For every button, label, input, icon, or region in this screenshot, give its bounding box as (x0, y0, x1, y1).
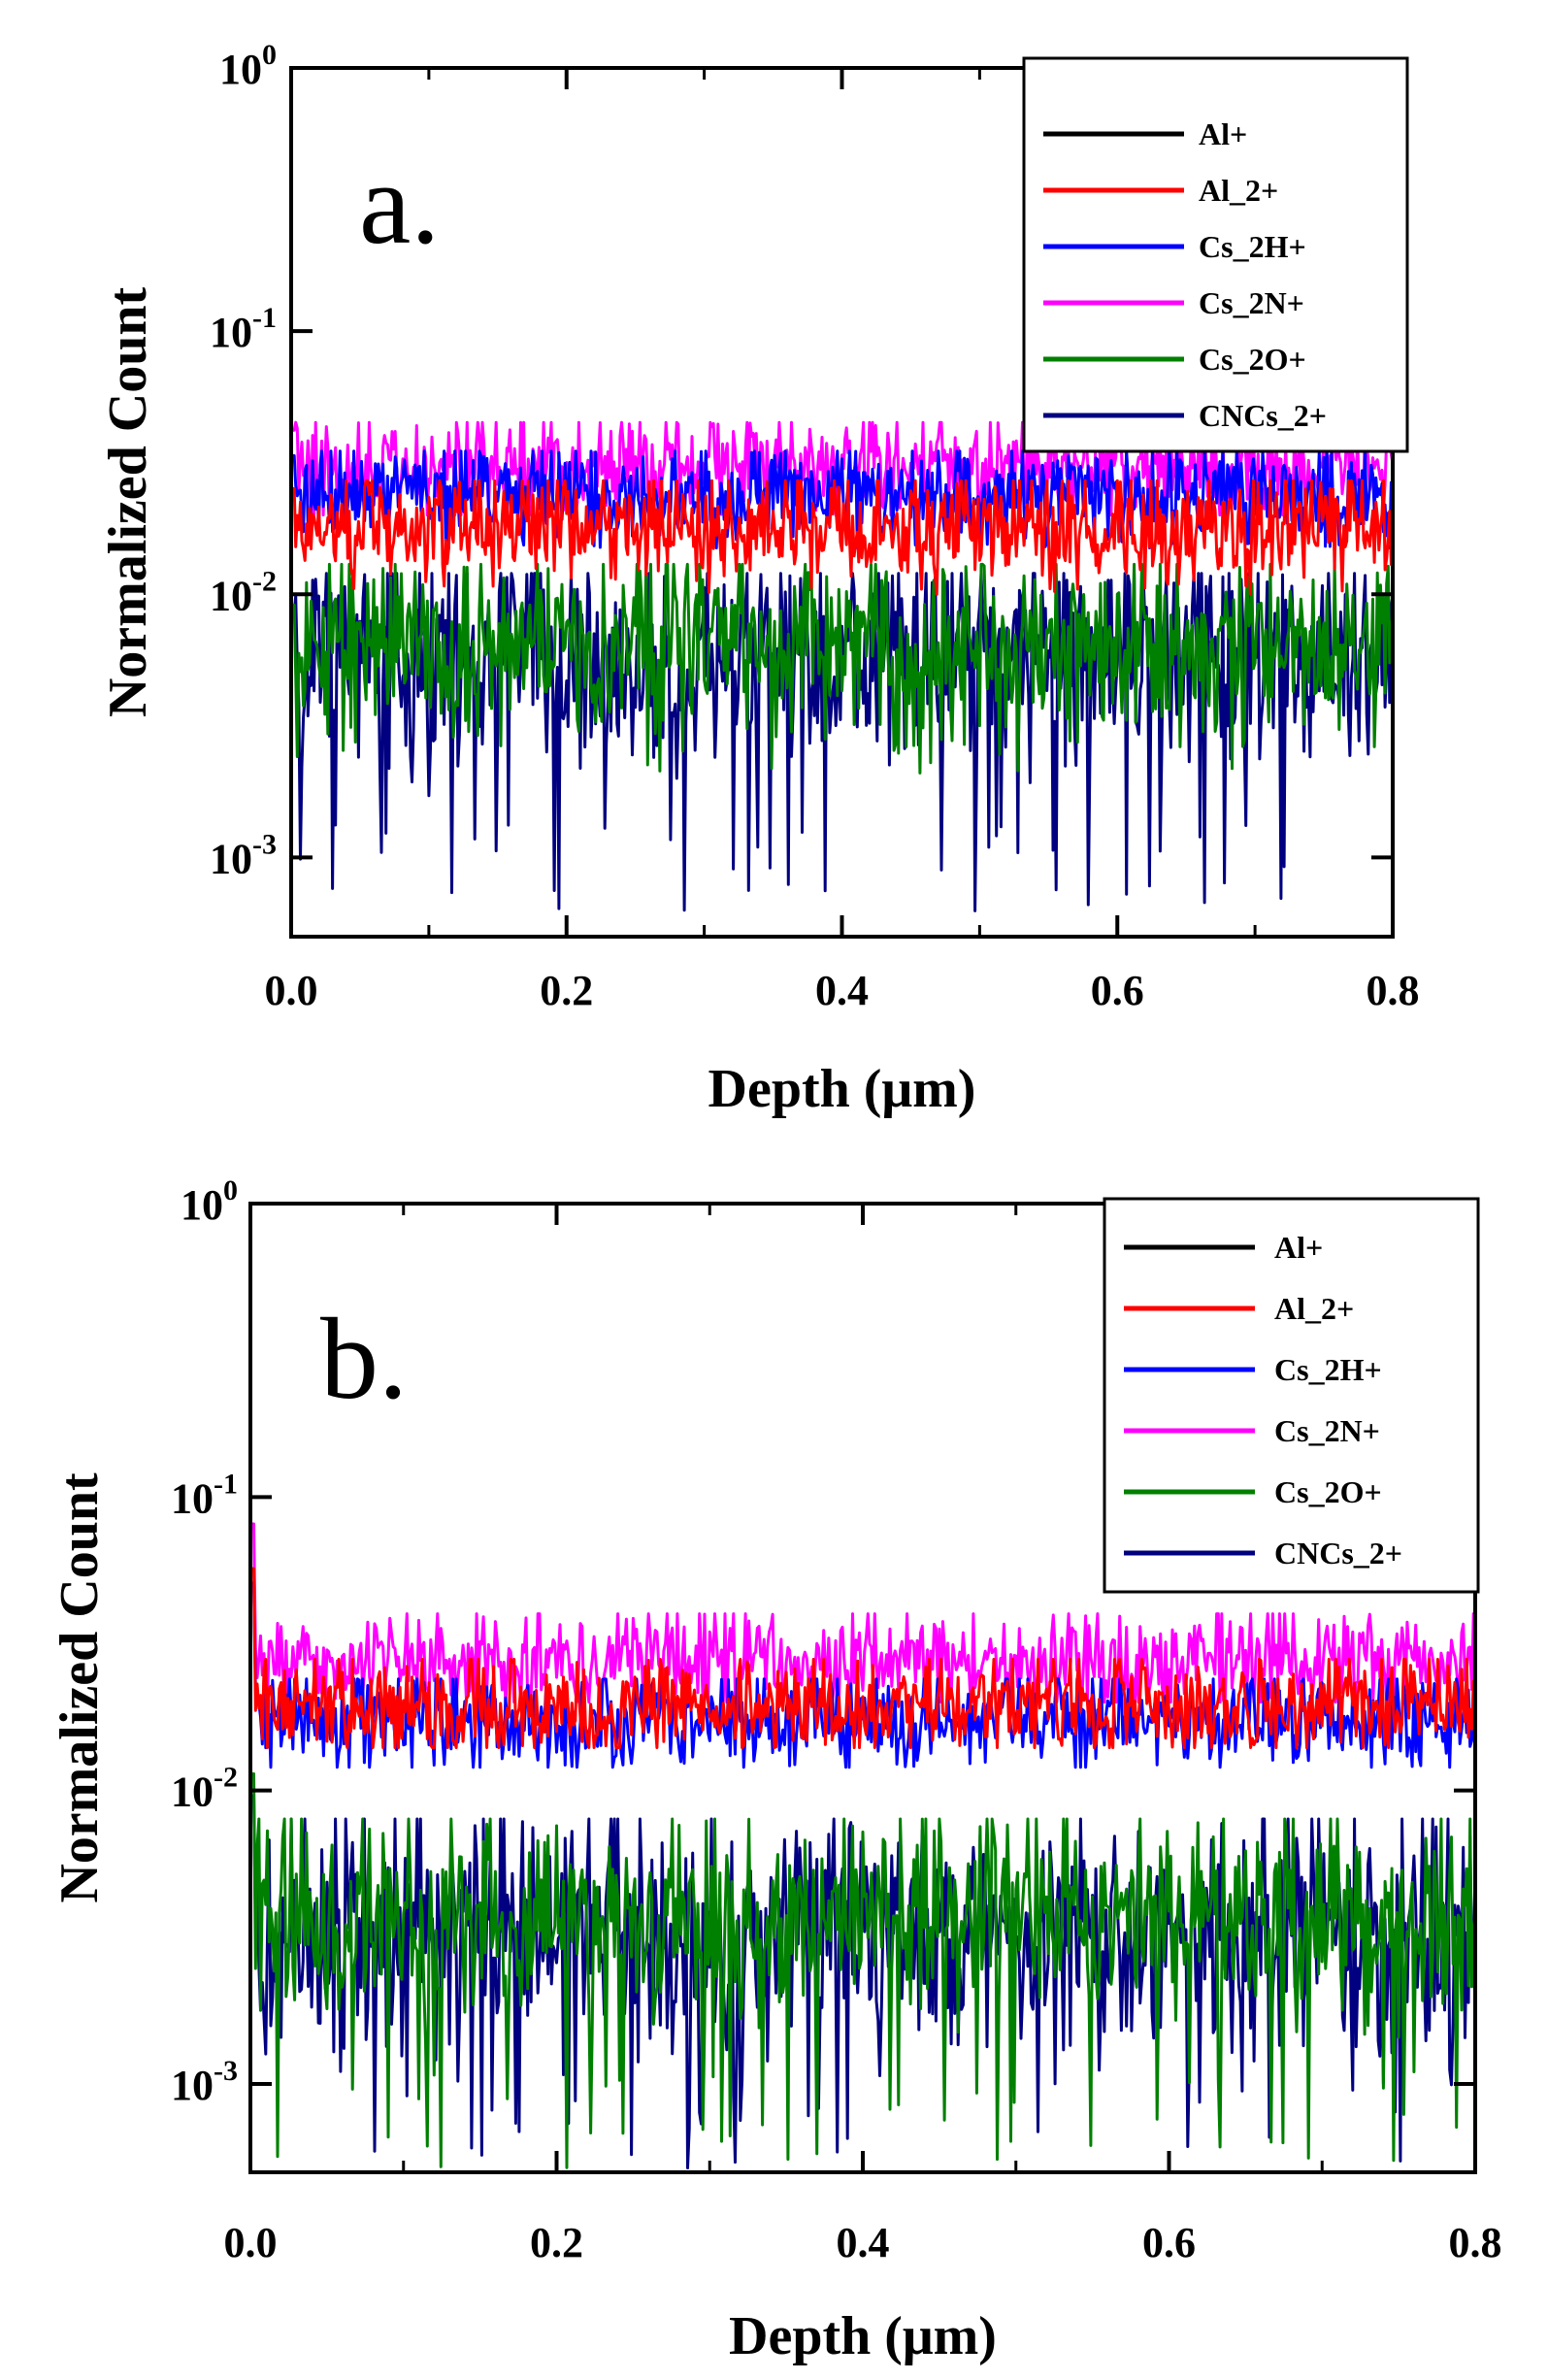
panel-label: a. (359, 139, 440, 268)
legend-label: Cs_2O+ (1199, 342, 1306, 377)
legend-label: CNCs_2+ (1199, 398, 1327, 433)
legend-label: Al+ (1199, 116, 1247, 151)
x-tick-label: 0.0 (224, 2219, 278, 2266)
x-tick-label: 0.4 (837, 2219, 890, 2266)
y-tick-label: 10-2 (210, 565, 277, 619)
y-tick-label: 100 (219, 39, 277, 93)
y-axis-title: Normalized Count (49, 1472, 110, 1903)
legend: Al+ Al_2+ Cs_2H+ Cs_2N+ Cs_2O+ CNCs_2+ (1103, 1197, 1480, 1594)
plot-area (291, 68, 1393, 912)
x-axis-title: Depth (μm) (708, 1059, 976, 1119)
legend-label: Cs_2N+ (1274, 1413, 1380, 1448)
legend-box (1022, 56, 1409, 453)
series-line-al-2- (250, 1567, 1475, 1749)
series-line-cs-2o- (250, 1772, 1475, 2169)
x-tick-label: 0.6 (1091, 967, 1144, 1014)
legend-label: Cs_2H+ (1199, 229, 1306, 264)
y-tick-label: 10-3 (210, 828, 277, 882)
legend-label: Al_2+ (1199, 173, 1278, 208)
x-tick-label: 0.4 (815, 967, 869, 1014)
x-axis-title: Depth (μm) (729, 2306, 997, 2366)
x-tick-label: 0.8 (1367, 967, 1420, 1014)
legend: Al+ Al_2+ Cs_2H+ Cs_2N+ Cs_2O+ CNCs_2+ (1022, 56, 1409, 453)
panel-label: b. (320, 1294, 408, 1423)
series-line-al-2- (291, 479, 1393, 596)
legend-label: CNCs_2+ (1274, 1536, 1402, 1570)
legend-label: Cs_2O+ (1274, 1474, 1382, 1509)
chart-panel-a: 0.0 0.2 0.4 0.6 0.8 10-3 10-2 10-1 100 Depth (μm)… (98, 39, 1420, 1119)
y-tick-label: 10-1 (210, 302, 277, 356)
legend-label: Cs_2N+ (1199, 285, 1304, 320)
y-axis-title: Normalized Count (98, 287, 158, 718)
legend-label: Al_2+ (1274, 1291, 1354, 1326)
x-tick-label: 0.2 (540, 967, 593, 1014)
y-tick-label: 10-3 (171, 2055, 238, 2109)
chart-panel-b: 0.0 0.2 0.4 0.6 0.8 10-3 10-2 10-1 100 Depth (μm)… (49, 1174, 1502, 2366)
x-tick-label: 0.0 (265, 967, 318, 1014)
series-line-cs-2o- (291, 562, 1393, 775)
series-line-cncs-2- (291, 572, 1393, 912)
y-tick-label: 100 (181, 1174, 238, 1229)
y-tick-label: 10-2 (171, 1762, 238, 1816)
plot-area (250, 1204, 1475, 2169)
legend-label: Al+ (1274, 1230, 1323, 1265)
x-tick-label: 0.2 (530, 2219, 583, 2266)
x-tick-label: 0.6 (1142, 2219, 1196, 2266)
legend-box (1103, 1197, 1480, 1594)
y-tick-label: 10-1 (171, 1468, 238, 1522)
legend-label: Cs_2H+ (1274, 1352, 1382, 1387)
x-tick-label: 0.8 (1449, 2219, 1502, 2266)
